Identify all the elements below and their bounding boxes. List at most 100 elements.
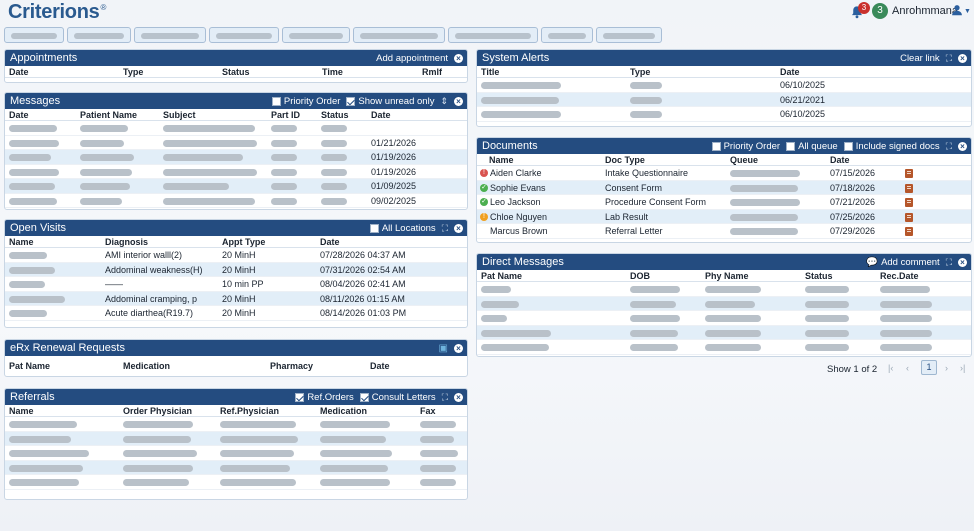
include-signed-checkbox[interactable]: Include signed docs (843, 141, 940, 152)
table-row[interactable] (5, 417, 467, 432)
column-header[interactable]: Name (9, 406, 34, 416)
nav-tab[interactable] (4, 27, 64, 43)
table-row[interactable]: ✓ Sophie Evans Consent Form 07/18/2026 (477, 180, 971, 195)
table-row[interactable] (477, 296, 971, 311)
column-header[interactable]: Subject (163, 110, 196, 120)
table-row[interactable]: 06/10/2025 (477, 107, 971, 122)
show-unread-checkbox[interactable]: Show unread only (346, 96, 434, 107)
prev-page-icon[interactable]: ‹ (906, 363, 909, 373)
export-icon[interactable]: ▣ (438, 342, 448, 354)
column-header[interactable]: Date (780, 67, 800, 77)
app-logo[interactable]: Criterions® (8, 1, 107, 23)
all-locations-checkbox[interactable]: All Locations (369, 223, 436, 234)
table-row[interactable]: 01/21/2026 (5, 136, 467, 150)
expand-icon[interactable]: ⛶ (441, 222, 448, 233)
close-icon[interactable]: × (454, 343, 463, 353)
nav-tab[interactable] (596, 27, 662, 43)
table-row[interactable]: ✓ Leo Jackson Procedure Consent Form 07/21/… (477, 195, 971, 210)
close-icon[interactable]: × (454, 53, 463, 63)
column-header[interactable]: DOB (630, 271, 650, 281)
add-appointment-button[interactable]: Add appointment (376, 52, 448, 64)
column-header[interactable]: Appt Type (222, 237, 266, 247)
table-row[interactable]: Marcus Brown Referral Letter 07/29/2026 (477, 224, 971, 239)
table-row[interactable]: 06/21/2021 (477, 92, 971, 107)
table-row[interactable]: ! Aiden Clarke Intake Questionnaire 07/15/2… (477, 166, 971, 181)
table-row[interactable]: 06/10/2025 (477, 78, 971, 93)
column-header[interactable]: Rmlf (422, 67, 442, 77)
nav-tab[interactable] (448, 27, 538, 43)
column-header[interactable]: Time (322, 67, 343, 77)
table-row[interactable] (5, 460, 467, 475)
column-header[interactable]: Fax (420, 406, 436, 416)
column-header[interactable]: Status (321, 110, 349, 120)
column-header[interactable]: Date (9, 110, 29, 120)
column-header[interactable]: Title (481, 67, 500, 77)
table-row[interactable]: 01/09/2025 (5, 179, 467, 194)
document-icon[interactable] (905, 183, 913, 193)
expand-icon[interactable]: ⛶ (945, 140, 952, 151)
table-row[interactable] (5, 121, 467, 136)
column-header[interactable]: Pat Name (481, 271, 523, 281)
sort-icon[interactable]: ⇕ (440, 95, 448, 106)
column-header[interactable]: Pat Name (9, 361, 51, 371)
column-header[interactable]: Type (123, 67, 144, 77)
column-header[interactable]: Queue (730, 155, 759, 165)
all-queue-checkbox[interactable]: All queue (786, 141, 838, 152)
table-row[interactable]: Addominal weakness(H) 20 MinH 07/31/2026 0… (5, 262, 467, 277)
first-page-icon[interactable]: |‹ (888, 363, 894, 373)
column-header[interactable]: Date (830, 155, 850, 165)
close-icon[interactable]: × (958, 141, 967, 151)
user-icon[interactable] (951, 4, 963, 16)
table-row[interactable]: 09/02/2025 (5, 194, 467, 208)
column-header[interactable]: Date (371, 110, 391, 120)
table-row[interactable] (5, 475, 467, 490)
column-header[interactable]: Medication (320, 406, 368, 416)
table-row[interactable] (477, 340, 971, 355)
column-header[interactable]: Date (320, 237, 340, 247)
user-menu-caret-icon[interactable]: ▼ (964, 8, 971, 15)
table-row[interactable] (477, 282, 971, 297)
table-row[interactable]: —— 10 min PP 08/04/2026 02:41 AM (5, 277, 467, 292)
column-header[interactable]: Type (630, 67, 651, 77)
consult-letters-checkbox[interactable]: Consult Letters (359, 392, 436, 403)
nav-tab[interactable] (67, 27, 131, 43)
expand-icon[interactable]: ⛶ (945, 256, 952, 267)
priority-order-checkbox[interactable]: Priority Order (271, 96, 340, 107)
column-header[interactable]: Status (222, 67, 250, 77)
column-header[interactable]: Pharmacy (270, 361, 314, 371)
column-header[interactable]: Ref.Physician (220, 406, 280, 416)
close-icon[interactable]: × (958, 53, 967, 63)
table-row[interactable]: Acute diarthea(R19.7) 20 MinH 08/14/2026 0… (5, 306, 467, 321)
table-row[interactable]: Addominal cramping, p 20 MinH 08/11/2026 0… (5, 291, 467, 306)
column-header[interactable]: Phy Name (705, 271, 749, 281)
document-icon[interactable] (905, 198, 913, 207)
nav-tab[interactable] (353, 27, 445, 43)
table-row[interactable] (5, 446, 467, 461)
expand-icon[interactable]: ⛶ (441, 391, 448, 402)
close-icon[interactable]: × (454, 392, 463, 402)
add-comment-button[interactable]: 💬 Add comment (866, 256, 940, 268)
close-icon[interactable]: × (958, 257, 967, 267)
nav-tab[interactable] (209, 27, 279, 43)
last-page-icon[interactable]: ›| (960, 363, 966, 373)
table-row[interactable] (477, 325, 971, 340)
close-icon[interactable]: × (454, 223, 463, 233)
column-header[interactable]: Date (9, 67, 29, 77)
document-icon[interactable] (905, 169, 913, 178)
table-row[interactable] (5, 431, 467, 446)
clear-link-button[interactable]: Clear link (900, 52, 940, 64)
ref-orders-checkbox[interactable]: Ref.Orders (295, 392, 354, 403)
expand-icon[interactable]: ⛶ (945, 52, 952, 63)
column-header[interactable]: Rec.Date (880, 271, 919, 281)
column-header[interactable]: Diagnosis (105, 237, 149, 247)
nav-tab[interactable] (282, 27, 350, 43)
column-header[interactable]: Status (805, 271, 833, 281)
table-row[interactable]: ! Chloe Nguyen Lab Result 07/25/2026 (477, 209, 971, 224)
column-header[interactable]: Doc Type (605, 155, 645, 165)
table-row[interactable]: AMI interior walll(2) 20 MinH 07/28/2026 0… (5, 248, 467, 263)
column-header[interactable]: Date (370, 361, 390, 371)
nav-tab[interactable] (134, 27, 206, 43)
close-icon[interactable]: × (454, 96, 463, 106)
priority-order-checkbox[interactable]: Priority Order (711, 141, 780, 152)
column-header[interactable]: Patient Name (80, 110, 138, 120)
